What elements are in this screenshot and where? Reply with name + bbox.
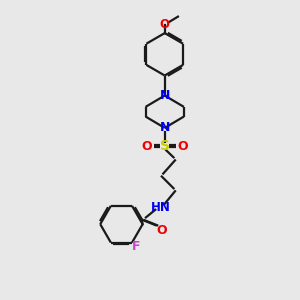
Text: HN: HN — [151, 201, 171, 214]
Text: O: O — [141, 140, 152, 153]
Text: S: S — [160, 139, 170, 153]
Text: N: N — [160, 89, 170, 102]
Text: O: O — [156, 224, 166, 237]
Text: F: F — [132, 240, 141, 253]
Text: N: N — [160, 122, 170, 134]
Text: O: O — [160, 18, 170, 32]
Text: O: O — [178, 140, 188, 153]
